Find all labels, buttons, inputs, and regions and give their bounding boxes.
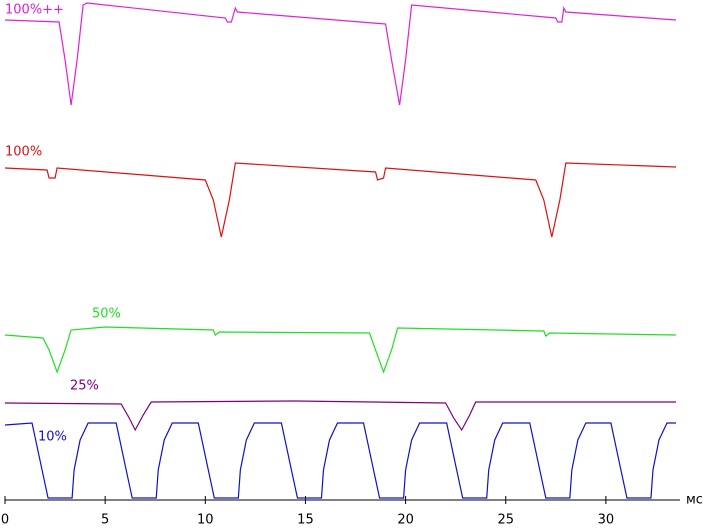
x-tick-label: 20	[397, 513, 414, 528]
x-tick-label: 30	[598, 513, 615, 528]
x-tick-label: 5	[101, 513, 109, 528]
trace-label: 25%	[70, 379, 99, 394]
x-axis-label: мс	[686, 493, 703, 508]
trace-label: 100%++	[5, 3, 64, 18]
trace-label: 50%	[92, 307, 121, 322]
x-tick-label: 0	[1, 513, 9, 528]
x-tick-label: 25	[497, 513, 514, 528]
trace	[4, 422, 676, 499]
trace	[4, 162, 677, 238]
trace-label: 100%	[5, 145, 42, 160]
trace	[4, 400, 676, 432]
trace	[4, 326, 677, 374]
trace	[4, 2, 677, 106]
x-tick-label: 10	[197, 513, 214, 528]
trace-label: 10%	[38, 430, 67, 445]
x-tick-label: 15	[297, 513, 314, 528]
